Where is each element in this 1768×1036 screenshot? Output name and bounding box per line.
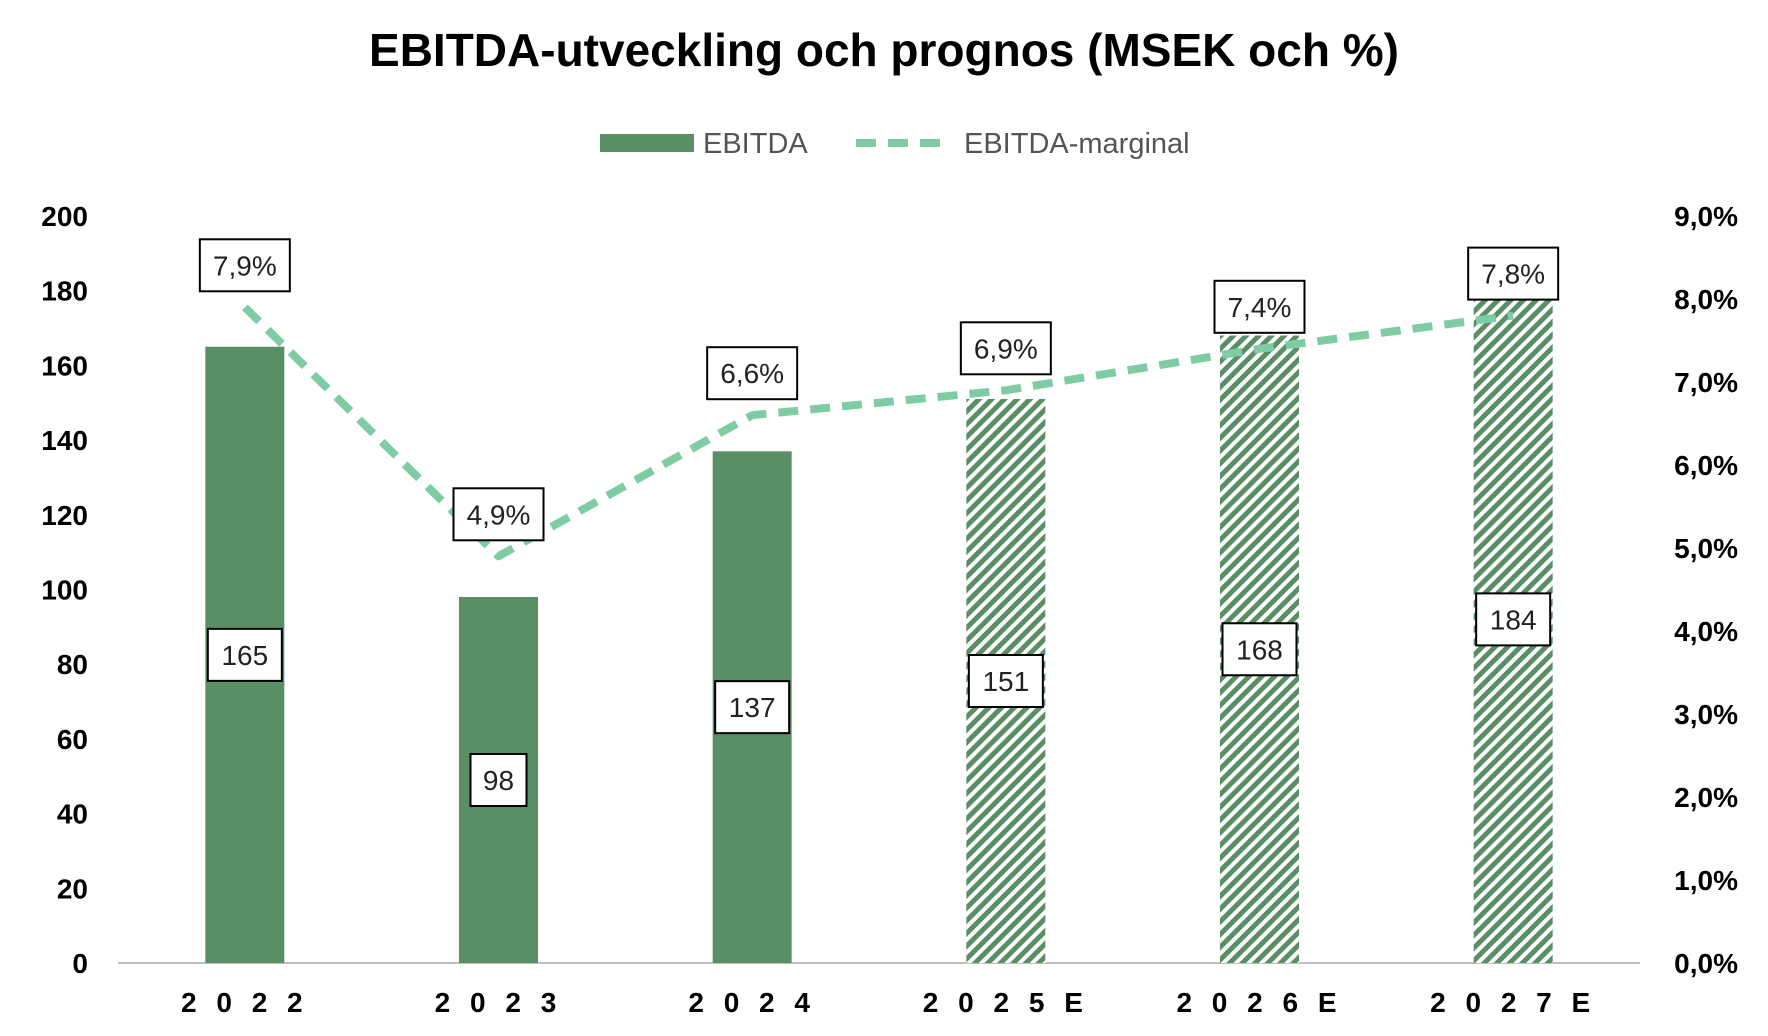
- x-tick-label: 2 0 2 2: [181, 987, 309, 1018]
- legend: EBITDA EBITDA-marginal: [600, 128, 1190, 160]
- line-label-box: [198, 238, 291, 293]
- line-label-box: [452, 487, 545, 542]
- bar-label-box: [967, 654, 1044, 709]
- y-left-tick-label: 140: [41, 425, 88, 456]
- y-right-tick-label: 2,0%: [1674, 782, 1738, 813]
- line-label-box: [1213, 279, 1306, 334]
- y-right-tick-label: 7,0%: [1674, 367, 1738, 398]
- y-left-tick-label: 20: [57, 873, 88, 904]
- x-tick-label: 2 0 2 3: [435, 987, 563, 1018]
- margin-line: [242, 304, 1514, 561]
- line-data-label: 7,4%: [1228, 292, 1292, 323]
- y-right-tick-label: 5,0%: [1674, 533, 1738, 564]
- bar-data-label: 184: [1490, 604, 1537, 635]
- bar-series-ebitda: [205, 275, 1553, 964]
- x-axis-ticks: 2 0 2 2 2 0 2 3 2 0 2 4 2 0 2 5 E 2 0 2 6 E 2…: [181, 987, 1596, 1018]
- x-tick-label: 2 0 2 5 E: [923, 987, 1089, 1018]
- y-left-tick-label: 120: [41, 500, 88, 531]
- y-right-tick-label: 6,0%: [1674, 450, 1738, 481]
- line-label-box: [1467, 246, 1560, 301]
- bar-label-box: [714, 680, 791, 735]
- y-left-tick-label: 180: [41, 276, 88, 307]
- line-label-box: [706, 346, 799, 401]
- x-tick-label: 2 0 2 4: [688, 987, 816, 1018]
- y-left-tick-label: 200: [41, 201, 88, 232]
- y-left-tick-label: 60: [57, 724, 88, 755]
- bar-data-labels: 165 98 137 151 168 184: [206, 592, 1552, 807]
- bar-data-label: 168: [1236, 634, 1283, 665]
- y-left-tick-label: 80: [57, 649, 88, 680]
- y-right-tick-label: 0,0%: [1674, 948, 1738, 979]
- x-tick-label: 2 0 2 7 E: [1430, 987, 1596, 1018]
- bar-data-label: 165: [221, 640, 268, 671]
- y-right-tick-label: 8,0%: [1674, 284, 1738, 315]
- bar-label-box: [1475, 592, 1552, 647]
- bar-label-box: [1221, 622, 1298, 677]
- line-data-label: 4,9%: [467, 499, 531, 530]
- y-axis-left: 0 20 40 60 80 100 120 140 160 180 200: [41, 201, 88, 979]
- chart-title: EBITDA-utveckling och prognos (MSEK och …: [369, 24, 1399, 76]
- legend-label-ebitda: EBITDA: [703, 128, 808, 160]
- line-data-label: 7,8%: [1481, 259, 1545, 290]
- line-data-label: 6,6%: [720, 358, 784, 389]
- line-data-labels: 7,9% 4,9% 6,6% 6,9% 7,4% 7,8%: [198, 238, 1560, 542]
- bar-data-label: 98: [483, 765, 514, 796]
- line-series-ebitda-marginal: [242, 304, 1514, 561]
- line-label-box: [959, 321, 1052, 376]
- bar-data-label: 137: [729, 692, 776, 723]
- y-axis-right: 0,0% 1,0% 2,0% 3,0% 4,0% 5,0% 6,0% 7,0% 8,0% 9,0%: [1674, 201, 1738, 979]
- line-data-label: 6,9%: [974, 333, 1038, 364]
- y-right-tick-label: 9,0%: [1674, 201, 1738, 232]
- y-left-tick-label: 160: [41, 350, 88, 381]
- line-data-label: 7,9%: [213, 250, 277, 281]
- y-right-tick-label: 4,0%: [1674, 616, 1738, 647]
- x-tick-label: 2 0 2 6 E: [1176, 987, 1342, 1018]
- legend-label-margin: EBITDA-marginal: [964, 128, 1190, 160]
- bar-data-label: 151: [982, 666, 1029, 697]
- y-left-tick-label: 40: [57, 799, 88, 830]
- legend-swatch-ebitda: [600, 134, 694, 152]
- bar-label-box: [206, 627, 283, 682]
- bar-label-box: [469, 752, 528, 807]
- y-right-tick-label: 3,0%: [1674, 699, 1738, 730]
- y-left-tick-label: 0: [72, 948, 88, 979]
- y-left-tick-label: 100: [41, 575, 88, 606]
- y-right-tick-label: 1,0%: [1674, 865, 1738, 896]
